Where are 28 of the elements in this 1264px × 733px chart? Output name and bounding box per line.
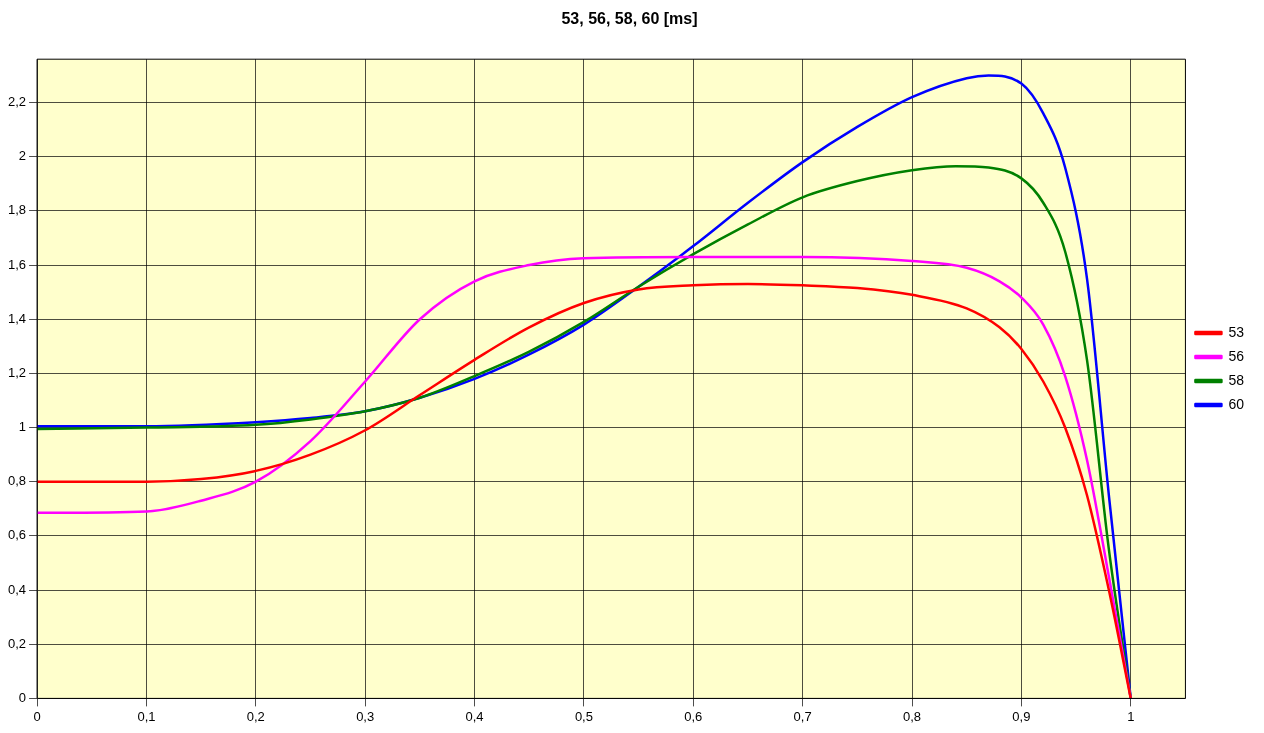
legend-label: 60 [1228,395,1245,412]
legend-label: 56 [1228,347,1245,364]
y-tick-label: 1 [18,419,27,435]
x-tick-label: 0,6 [684,708,703,724]
x-tick-label: 0 [33,708,41,724]
y-tick-label: 0,4 [7,581,27,597]
x-tick-label: 0,5 [574,708,593,724]
x-tick-label: 0,2 [246,708,265,724]
legend-label: 53 [1228,323,1245,340]
y-tick-label: 2 [18,148,27,164]
x-tick-label: 0,9 [1012,708,1031,724]
x-tick-label: 0,7 [793,708,812,724]
y-tick-label: 0,8 [7,473,27,489]
y-tick-label: 0 [18,689,27,705]
x-tick-label: 0,3 [356,708,375,724]
y-tick-label: 1,8 [7,202,27,218]
y-tick-label: 0,2 [7,635,27,651]
y-tick-label: 2,2 [7,94,27,110]
x-tick-label: 1 [1127,708,1135,724]
x-tick-label: 0,8 [902,708,922,724]
y-tick-label: 1,6 [7,256,27,272]
y-tick-label: 1,4 [7,310,27,326]
x-tick-label: 0,4 [465,708,484,724]
x-tick-label: 0,1 [137,708,156,724]
y-tick-label: 0,6 [7,527,27,543]
chart-title: 53, 56, 58, 60 [ms] [561,10,698,28]
y-tick-label: 1,2 [7,364,27,380]
legend-label: 58 [1228,371,1245,388]
